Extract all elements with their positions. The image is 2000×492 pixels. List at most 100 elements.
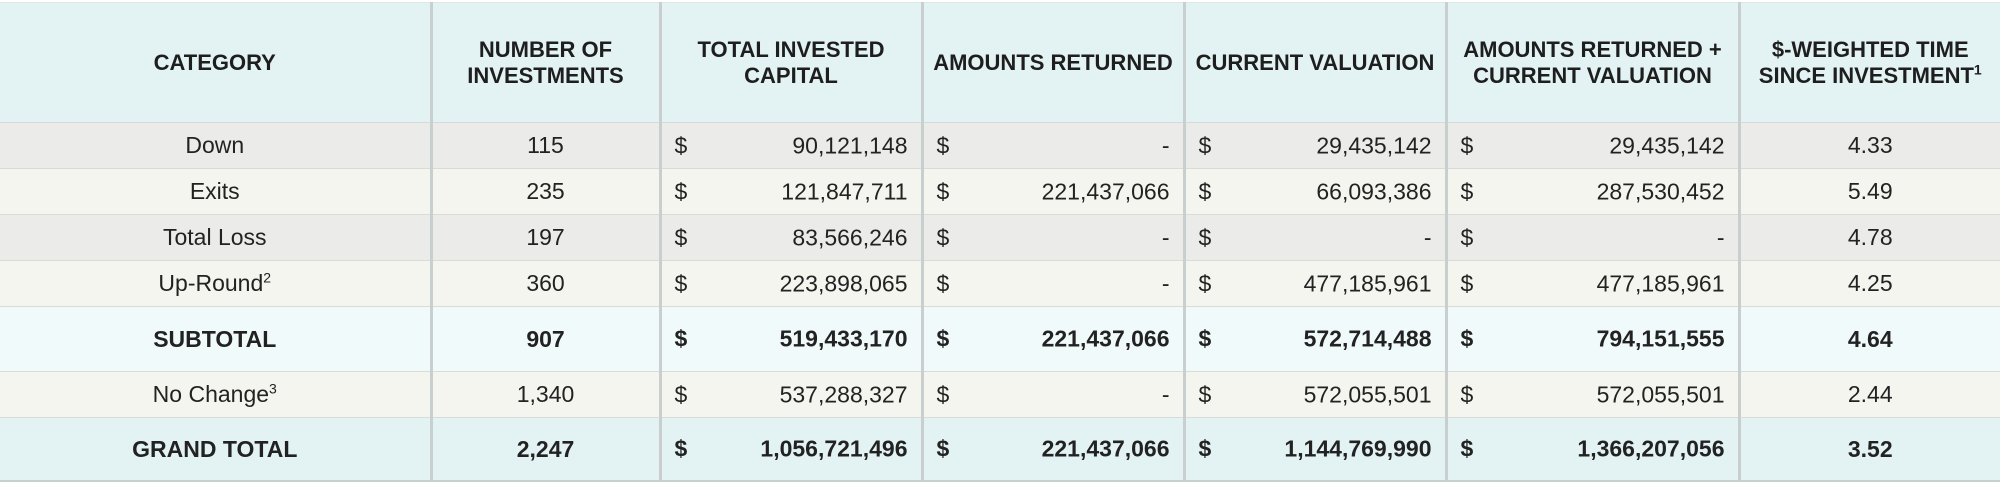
- currency-symbol: $: [1460, 435, 1474, 462]
- amount-value: 572,055,501: [1303, 381, 1432, 407]
- currency-symbol: $: [936, 132, 950, 158]
- cell-count: 235: [429, 168, 660, 215]
- table-row-grand-total: GRAND TOTAL 2,247 $1,056,721,496 $221,437,0…: [0, 417, 2000, 482]
- amount-value: 794,151,555: [1596, 325, 1725, 352]
- header-category: CATEGORY: [0, 2, 431, 123]
- currency-symbol: $: [936, 325, 950, 352]
- currency-symbol: $: [936, 178, 950, 204]
- cell-category: Up-Round2: [0, 260, 431, 307]
- footnote-marker: 1: [1973, 61, 1982, 78]
- currency-symbol: $: [1460, 132, 1474, 158]
- currency-symbol: $: [1198, 381, 1212, 407]
- cell-total: $477,185,961: [1444, 260, 1739, 307]
- investment-summary-table: CATEGORY NUMBER OF INVESTMENTS TOTAL INV…: [0, 2, 2000, 482]
- cell-total: $572,055,501: [1444, 371, 1739, 418]
- amount-value: -: [1716, 224, 1725, 250]
- currency-symbol: $: [1198, 325, 1212, 352]
- cell-returned: $221,437,066: [920, 417, 1184, 482]
- header-current-valuation: CURRENT VALUATION: [1182, 2, 1446, 123]
- header-amounts-returned: AMOUNTS RETURNED: [920, 2, 1184, 123]
- cell-category: Exits: [0, 168, 431, 215]
- currency-symbol: $: [674, 435, 688, 462]
- amount-value: 90,121,148: [792, 132, 908, 158]
- cell-total: $1,366,207,056: [1444, 417, 1739, 482]
- header-row: CATEGORY NUMBER OF INVESTMENTS TOTAL INV…: [0, 2, 2000, 123]
- amount-value: 221,437,066: [1041, 325, 1170, 352]
- currency-symbol: $: [674, 132, 688, 158]
- cell-invested: $90,121,148: [658, 122, 922, 169]
- cell-category: Total Loss: [0, 214, 431, 261]
- cell-valuation: $66,093,386: [1182, 168, 1446, 215]
- header-returned-plus-valuation: AMOUNTS RETURNED + CURRENT VALUATION: [1444, 2, 1739, 123]
- amount-value: 223,898,065: [779, 270, 908, 296]
- table-row-exits: Exits 235 $121,847,711 $221,437,066 $66,093,…: [0, 168, 2000, 215]
- currency-symbol: $: [1460, 325, 1474, 352]
- currency-symbol: $: [1198, 435, 1212, 462]
- currency-symbol: $: [1460, 178, 1474, 204]
- amount-value: -: [1161, 132, 1170, 158]
- currency-symbol: $: [1198, 132, 1212, 158]
- header-weighted-time-label: $-WEIGHTED TIME SINCE INVESTMENT: [1758, 36, 1974, 88]
- cell-count: 2,247: [429, 417, 660, 482]
- investment-table-container: CATEGORY NUMBER OF INVESTMENTS TOTAL INV…: [0, 2, 2000, 482]
- cell-invested: $83,566,246: [658, 214, 922, 261]
- amount-value: -: [1161, 381, 1170, 407]
- amount-value: 221,437,066: [1041, 178, 1170, 204]
- currency-symbol: $: [936, 270, 950, 296]
- cell-invested: $121,847,711: [658, 168, 922, 215]
- category-label: Down: [185, 132, 245, 158]
- cell-weighted-time: 4.25: [1737, 260, 2000, 307]
- cell-total: $ -: [1444, 214, 1739, 261]
- cell-total: $29,435,142: [1444, 122, 1739, 169]
- cell-weighted-time: 4.33: [1737, 122, 2000, 169]
- category-label: Total Loss: [162, 224, 267, 250]
- currency-symbol: $: [1198, 270, 1212, 296]
- cell-category: SUBTOTAL: [0, 306, 431, 372]
- cell-valuation: $572,714,488: [1182, 306, 1446, 372]
- amount-value: 537,288,327: [779, 381, 908, 407]
- cell-invested: $1,056,721,496: [658, 417, 922, 482]
- amount-value: 287,530,452: [1596, 178, 1725, 204]
- table-row-down: Down 115 $90,121,148 $ - $29,435,142 $29,435,1…: [0, 122, 2000, 169]
- table-row-subtotal: SUBTOTAL 907 $519,433,170 $221,437,066 $572,…: [0, 306, 2000, 372]
- amount-value: -: [1423, 224, 1432, 250]
- footnote-marker: 2: [263, 269, 272, 286]
- category-label: Up-Round: [158, 270, 264, 296]
- amount-value: 477,185,961: [1596, 270, 1725, 296]
- currency-symbol: $: [1460, 270, 1474, 296]
- amount-value: 1,144,769,990: [1284, 435, 1432, 462]
- currency-symbol: $: [674, 224, 688, 250]
- cell-weighted-time: 4.64: [1737, 306, 2000, 372]
- cell-valuation: $29,435,142: [1182, 122, 1446, 169]
- amount-value: -: [1161, 270, 1170, 296]
- amount-value: 221,437,066: [1041, 435, 1170, 462]
- footnote-marker: 3: [269, 380, 277, 397]
- currency-symbol: $: [1460, 224, 1474, 250]
- cell-category: Down: [0, 122, 431, 169]
- currency-symbol: $: [1198, 178, 1212, 204]
- table-row-total-loss: Total Loss 197 $83,566,246 $ - $ - $ -4.78: [0, 214, 2000, 261]
- amount-value: 1,056,721,496: [760, 435, 908, 462]
- amount-value: 572,714,488: [1303, 325, 1432, 352]
- cell-count: 907: [429, 306, 660, 372]
- table-body: Down 115 $90,121,148 $ - $29,435,142 $29,435,1…: [0, 122, 2000, 482]
- header-weighted-time: $-WEIGHTED TIME SINCE INVESTMENT1: [1737, 2, 2000, 123]
- cell-invested: $537,288,327: [658, 371, 922, 418]
- category-label: GRAND TOTAL: [132, 435, 298, 462]
- amount-value: 477,185,961: [1303, 270, 1432, 296]
- cell-category: No Change3: [0, 371, 431, 418]
- currency-symbol: $: [674, 325, 688, 352]
- cell-category: GRAND TOTAL: [0, 417, 431, 482]
- cell-count: 115: [429, 122, 660, 169]
- cell-returned: $221,437,066: [920, 306, 1184, 372]
- currency-symbol: $: [936, 435, 950, 462]
- cell-returned: $ -: [920, 260, 1184, 307]
- amount-value: 1,366,207,056: [1577, 435, 1725, 462]
- amount-value: 572,055,501: [1596, 381, 1725, 407]
- cell-count: 1,340: [429, 371, 660, 418]
- cell-total: $794,151,555: [1444, 306, 1739, 372]
- amount-value: 29,435,142: [1316, 132, 1432, 158]
- table-row-up-round: Up-Round2 360 $223,898,065 $ - $477,185,961 $4…: [0, 260, 2000, 307]
- cell-valuation: $1,144,769,990: [1182, 417, 1446, 482]
- cell-invested: $519,433,170: [658, 306, 922, 372]
